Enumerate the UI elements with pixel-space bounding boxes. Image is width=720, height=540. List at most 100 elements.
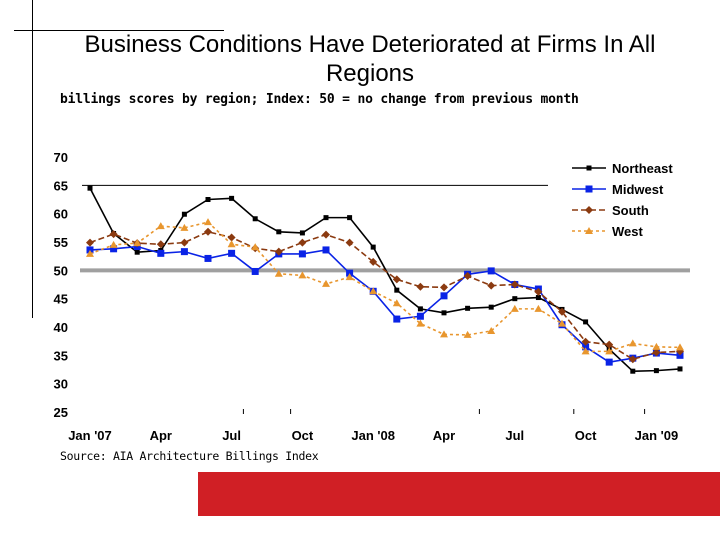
legend-marker-midwest <box>585 185 593 193</box>
x-tick-label: Oct <box>292 428 314 443</box>
series-lines <box>86 185 684 374</box>
legend-item-west: West <box>572 224 643 239</box>
data-point-south <box>204 227 212 236</box>
data-point-northeast <box>512 296 518 302</box>
data-point-south <box>487 281 496 290</box>
y-tick-label: 50 <box>54 263 68 278</box>
data-point-northeast <box>394 287 400 293</box>
y-tick-label: 30 <box>54 377 68 392</box>
data-point-midwest <box>440 292 448 300</box>
chart-subtitle: billings scores by region; Index: 50 = n… <box>60 92 579 107</box>
y-tick-label: 25 <box>54 405 68 420</box>
data-point-midwest <box>322 246 330 254</box>
data-point-south <box>180 238 189 247</box>
data-point-south <box>345 238 354 247</box>
data-point-northeast <box>653 368 659 374</box>
source-note: Source: AIA Architecture Billings Index <box>60 449 319 463</box>
y-tick-label: 60 <box>54 207 68 222</box>
data-point-northeast <box>465 305 471 311</box>
series-northeast <box>87 185 683 374</box>
y-tick-label: 45 <box>54 292 68 307</box>
decorative-horizontal-line <box>14 30 224 31</box>
y-tick-label: 40 <box>54 320 68 335</box>
data-point-west <box>558 319 566 327</box>
x-tick-label: Jul <box>222 428 241 443</box>
legend-item-south: South <box>572 203 649 218</box>
data-point-west <box>204 218 212 226</box>
data-point-south <box>274 247 283 256</box>
data-point-northeast <box>630 368 636 374</box>
x-tick-label: Jan '07 <box>68 428 112 443</box>
data-point-south <box>156 240 165 249</box>
data-point-west <box>440 330 448 338</box>
data-point-midwest <box>110 245 118 253</box>
data-point-south <box>86 238 94 247</box>
data-point-south <box>322 230 330 239</box>
y-tick-label: 55 <box>54 235 68 250</box>
data-point-northeast <box>276 229 282 235</box>
data-point-south <box>227 233 236 242</box>
data-point-south <box>440 283 448 292</box>
data-point-west <box>581 347 590 355</box>
slide-title: Business Conditions Have Deteriorated at… <box>84 31 656 87</box>
data-point-midwest <box>180 248 188 256</box>
data-point-west <box>86 249 94 257</box>
data-point-south <box>416 282 425 291</box>
decorative-red-band <box>198 472 720 516</box>
legend-marker-west <box>585 227 593 234</box>
data-point-south <box>510 280 519 289</box>
legend-item-midwest: Midwest <box>572 182 664 197</box>
data-point-northeast <box>441 310 447 316</box>
data-point-northeast <box>229 195 235 201</box>
data-point-west <box>487 326 496 334</box>
x-tick-label: Jan '09 <box>635 428 679 443</box>
data-point-west <box>322 279 330 287</box>
legend-label-west: West <box>612 224 643 239</box>
y-tick-label: 65 <box>54 178 68 193</box>
data-point-south <box>463 272 472 280</box>
y-tick-label: 70 <box>54 150 68 165</box>
data-point-midwest <box>487 267 495 275</box>
data-point-south <box>628 355 637 364</box>
data-point-midwest <box>605 358 613 366</box>
data-point-northeast <box>417 306 423 312</box>
data-point-west <box>534 304 543 312</box>
data-point-midwest <box>416 312 424 320</box>
data-point-northeast <box>252 216 258 222</box>
x-tick-label: Apr <box>433 428 455 443</box>
data-point-northeast <box>323 215 329 221</box>
series-line-midwest <box>89 245 681 363</box>
legend: Northeast Midwest South West <box>572 161 673 239</box>
data-point-west <box>392 299 401 307</box>
data-point-west <box>676 343 684 351</box>
series-south <box>86 227 684 364</box>
legend-marker-northeast <box>586 165 592 171</box>
data-point-midwest <box>298 250 306 258</box>
data-point-northeast <box>205 197 211 202</box>
x-tick-label: Jul <box>505 428 524 443</box>
data-point-midwest <box>204 254 212 262</box>
data-point-northeast <box>583 319 589 325</box>
data-point-south <box>581 337 590 346</box>
data-point-northeast <box>181 211 187 217</box>
series-line-south <box>89 230 681 361</box>
data-point-northeast <box>677 366 683 372</box>
data-point-south <box>534 287 543 296</box>
data-point-west <box>416 319 425 327</box>
legend-label-south: South <box>612 203 649 218</box>
data-point-midwest <box>393 315 401 323</box>
series-line-northeast <box>89 187 681 373</box>
data-point-northeast <box>87 185 93 191</box>
data-point-midwest <box>251 267 259 275</box>
data-point-midwest <box>228 249 236 257</box>
data-point-south <box>392 275 401 284</box>
data-point-south <box>369 257 378 266</box>
data-point-northeast <box>299 230 305 236</box>
data-point-northeast <box>488 304 494 310</box>
data-point-west <box>345 273 354 281</box>
data-point-northeast <box>370 244 376 250</box>
data-point-west <box>628 339 637 347</box>
data-point-west <box>156 222 165 230</box>
data-point-south <box>652 348 661 357</box>
data-point-northeast <box>134 249 140 255</box>
